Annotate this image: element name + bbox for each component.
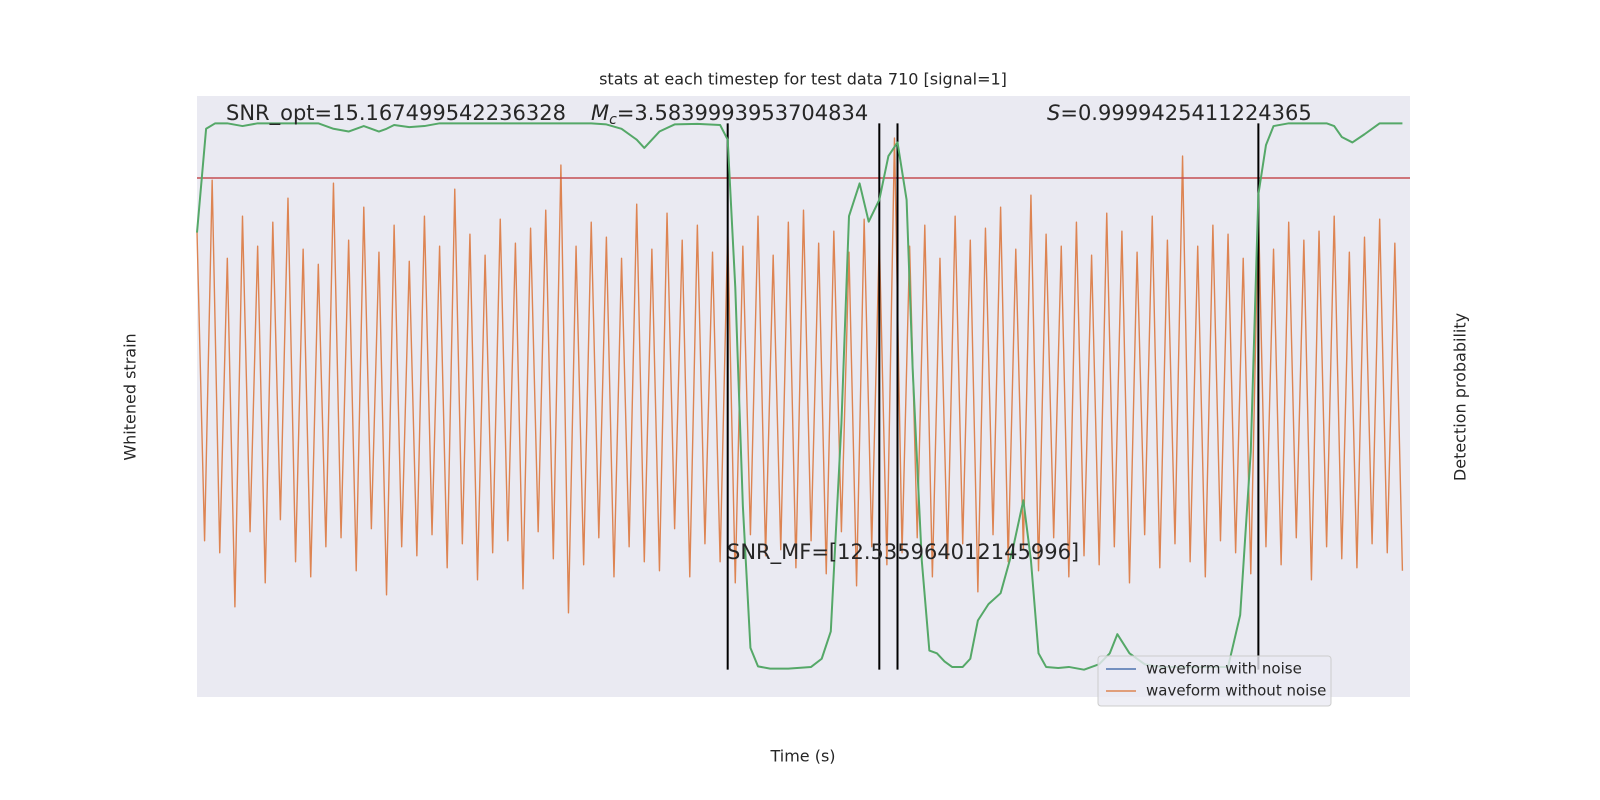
legend-label: waveform with noise: [1146, 660, 1302, 678]
legend-box: [1097, 655, 1332, 707]
waveform-line: [196, 137, 1404, 614]
annotation-text: =0.9999425411224365: [1060, 101, 1311, 125]
y2-axis-label: Detection probability: [1451, 313, 1470, 481]
legend-label: waveform without noise: [1146, 682, 1326, 700]
annotation-symbol: M: [591, 101, 609, 125]
x-axis-label: Time (s): [769, 747, 835, 766]
chart-title: stats at each timestep for test data 710…: [599, 70, 1007, 89]
annotation-text: =3.5839993953704834: [617, 101, 868, 125]
annotation-text: SNR_MF=[12.535964012145996]: [727, 540, 1079, 565]
annotation-subscript: c: [609, 112, 617, 128]
annotation: SNR_MF=[12.535964012145996]: [727, 540, 1079, 565]
annotations: SNR_opt=15.167499542236328 Mc=3.583999395…: [226, 101, 1312, 565]
annotation: S=0.9999425411224365: [1047, 101, 1312, 125]
y-axis-label: Whitened strain: [121, 333, 140, 460]
plot-area: [197, 96, 1410, 697]
legend: waveform with noise waveform without nois…: [1097, 655, 1332, 707]
annotation: SNR_opt=15.167499542236328: [226, 101, 566, 126]
annotation-symbol: S: [1047, 101, 1060, 125]
annotation-text: SNR_opt=15.167499542236328: [226, 101, 566, 126]
marks: [196, 122, 1410, 671]
annotation: Mc=3.5839993953704834: [591, 101, 868, 128]
